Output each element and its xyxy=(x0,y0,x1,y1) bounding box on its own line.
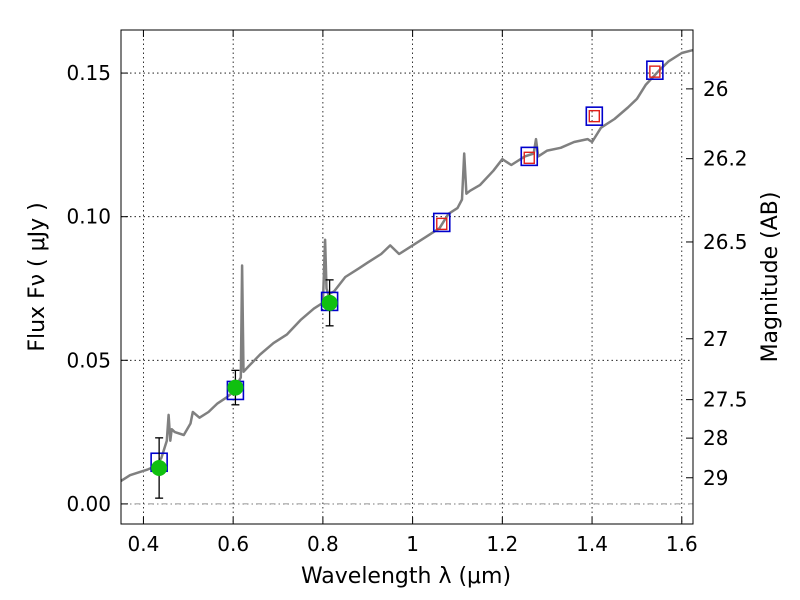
x-tick-label: 1.2 xyxy=(486,532,518,556)
y-axis-label: Flux Fν ( μJy ) xyxy=(25,202,50,351)
x-axis-label: Wavelength λ (μm) xyxy=(301,564,511,589)
x-tick-label: 0.6 xyxy=(217,532,249,556)
red-square-marker xyxy=(649,65,661,78)
right-tick-label: 27.5 xyxy=(703,388,748,412)
right-axis-label: Magnitude (AB) xyxy=(758,192,783,363)
right-tick-label: 26 xyxy=(703,77,728,101)
spectrum-line xyxy=(120,48,694,482)
right-tick-label: 27 xyxy=(703,327,728,351)
x-tick-label: 1.4 xyxy=(576,532,608,556)
blue-square-marker xyxy=(520,146,539,167)
spectrum-layer xyxy=(120,48,694,482)
plot-frame xyxy=(120,29,694,525)
x-tick-label: 1 xyxy=(406,532,419,556)
grid xyxy=(121,30,693,524)
marker-layer xyxy=(150,60,664,499)
right-tick-label: 26.5 xyxy=(703,230,748,254)
x-tick-label: 0.8 xyxy=(307,532,339,556)
tick-layer: 0.4 0.6 0.8 1 1.2 1.4 1.6 0.00 0.05 0.10 0.15 26 26.… xyxy=(66,30,748,556)
x-tick-label: 1.6 xyxy=(666,532,698,556)
red-square-marker xyxy=(436,217,448,231)
y-tick-label: 0.05 xyxy=(66,348,111,372)
y-tick-label: 0.10 xyxy=(66,205,111,229)
y-tick-label: 0.00 xyxy=(66,492,111,516)
right-tick-label: 28 xyxy=(703,426,728,450)
red-square-marker xyxy=(588,109,601,123)
green-data-point xyxy=(321,294,338,311)
x-tick-label: 0.4 xyxy=(128,532,160,556)
red-square-marker xyxy=(523,151,535,165)
right-tick-label: 29 xyxy=(703,466,728,490)
blue-square-marker xyxy=(432,212,451,233)
right-tick-label: 26.2 xyxy=(703,147,748,171)
y-tick-label: 0.15 xyxy=(66,61,111,85)
green-data-point xyxy=(151,459,168,476)
blue-square-marker xyxy=(646,60,664,81)
green-data-point xyxy=(227,379,244,396)
blue-square-marker xyxy=(585,106,604,126)
